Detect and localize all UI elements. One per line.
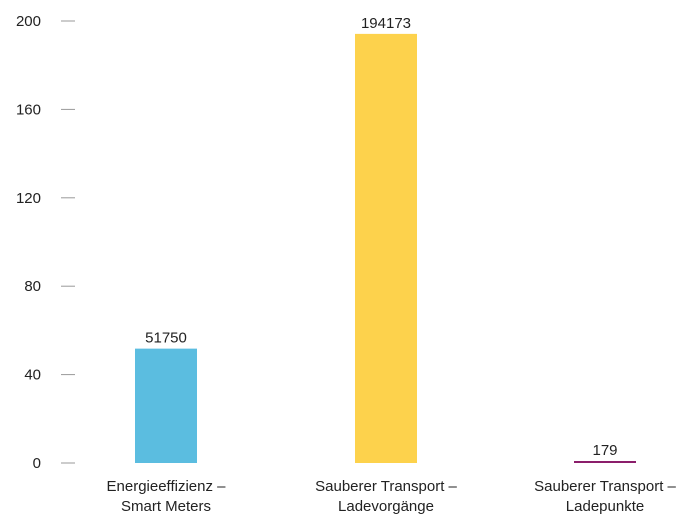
x-category-label: Sauberer Transport – [534, 478, 676, 495]
y-tick-label: 120 [16, 190, 41, 207]
bar [355, 33, 417, 463]
x-category-label: Ladevorgänge [338, 498, 434, 515]
bar-value-label: 51750 [145, 330, 187, 347]
y-tick-label: 160 [16, 101, 41, 118]
x-category-label: Smart Meters [121, 498, 211, 515]
bar [135, 348, 197, 463]
bar [574, 461, 636, 463]
x-category-label: Energieeffizienz – [107, 478, 227, 495]
bar-value-label: 179 [592, 442, 617, 459]
x-category-label: Ladepunkte [566, 498, 644, 515]
y-tick-label: 0 [33, 455, 41, 472]
bar-value-label: 194173 [361, 15, 411, 32]
x-category-label: Sauberer Transport – [315, 478, 457, 495]
y-tick-label: 40 [24, 367, 41, 384]
y-tick-label: 80 [24, 278, 41, 295]
y-tick-label: 200 [16, 13, 41, 30]
